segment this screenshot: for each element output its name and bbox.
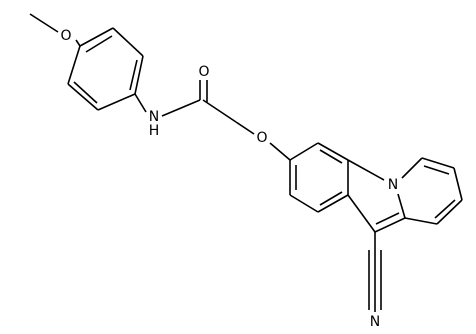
bond <box>129 59 138 91</box>
bond <box>421 157 455 169</box>
bond <box>73 81 98 104</box>
bond <box>161 99 201 117</box>
atom-label: N <box>388 177 398 193</box>
bond <box>67 45 81 85</box>
bond <box>235 121 255 135</box>
atom-label: H <box>149 123 160 139</box>
bond <box>453 167 463 201</box>
atom-label: O <box>256 130 267 146</box>
bond <box>134 93 147 113</box>
bond <box>401 157 423 179</box>
atom-label: N <box>149 109 159 125</box>
bond <box>269 142 291 161</box>
bond <box>29 13 59 33</box>
bond <box>317 142 349 161</box>
bond <box>434 199 456 219</box>
atom-label: O <box>198 64 209 80</box>
bond <box>85 35 113 53</box>
bond <box>67 83 99 111</box>
bond <box>97 93 136 111</box>
bond <box>134 55 144 95</box>
bond <box>347 159 385 181</box>
bond <box>436 199 463 225</box>
bond <box>112 27 144 57</box>
bond <box>375 212 400 225</box>
bond <box>317 194 349 213</box>
bond <box>423 165 450 175</box>
bond <box>404 217 438 225</box>
bond <box>319 191 343 206</box>
bond <box>347 194 376 233</box>
bond <box>202 99 237 123</box>
bond <box>289 142 319 161</box>
bond <box>374 217 406 233</box>
bond <box>397 193 406 219</box>
bond <box>319 149 343 164</box>
bond <box>289 194 319 213</box>
atom-label: O <box>60 28 71 44</box>
bonds <box>29 13 463 312</box>
atom-label: N <box>370 314 380 330</box>
bond <box>79 27 114 47</box>
bond <box>75 39 81 47</box>
